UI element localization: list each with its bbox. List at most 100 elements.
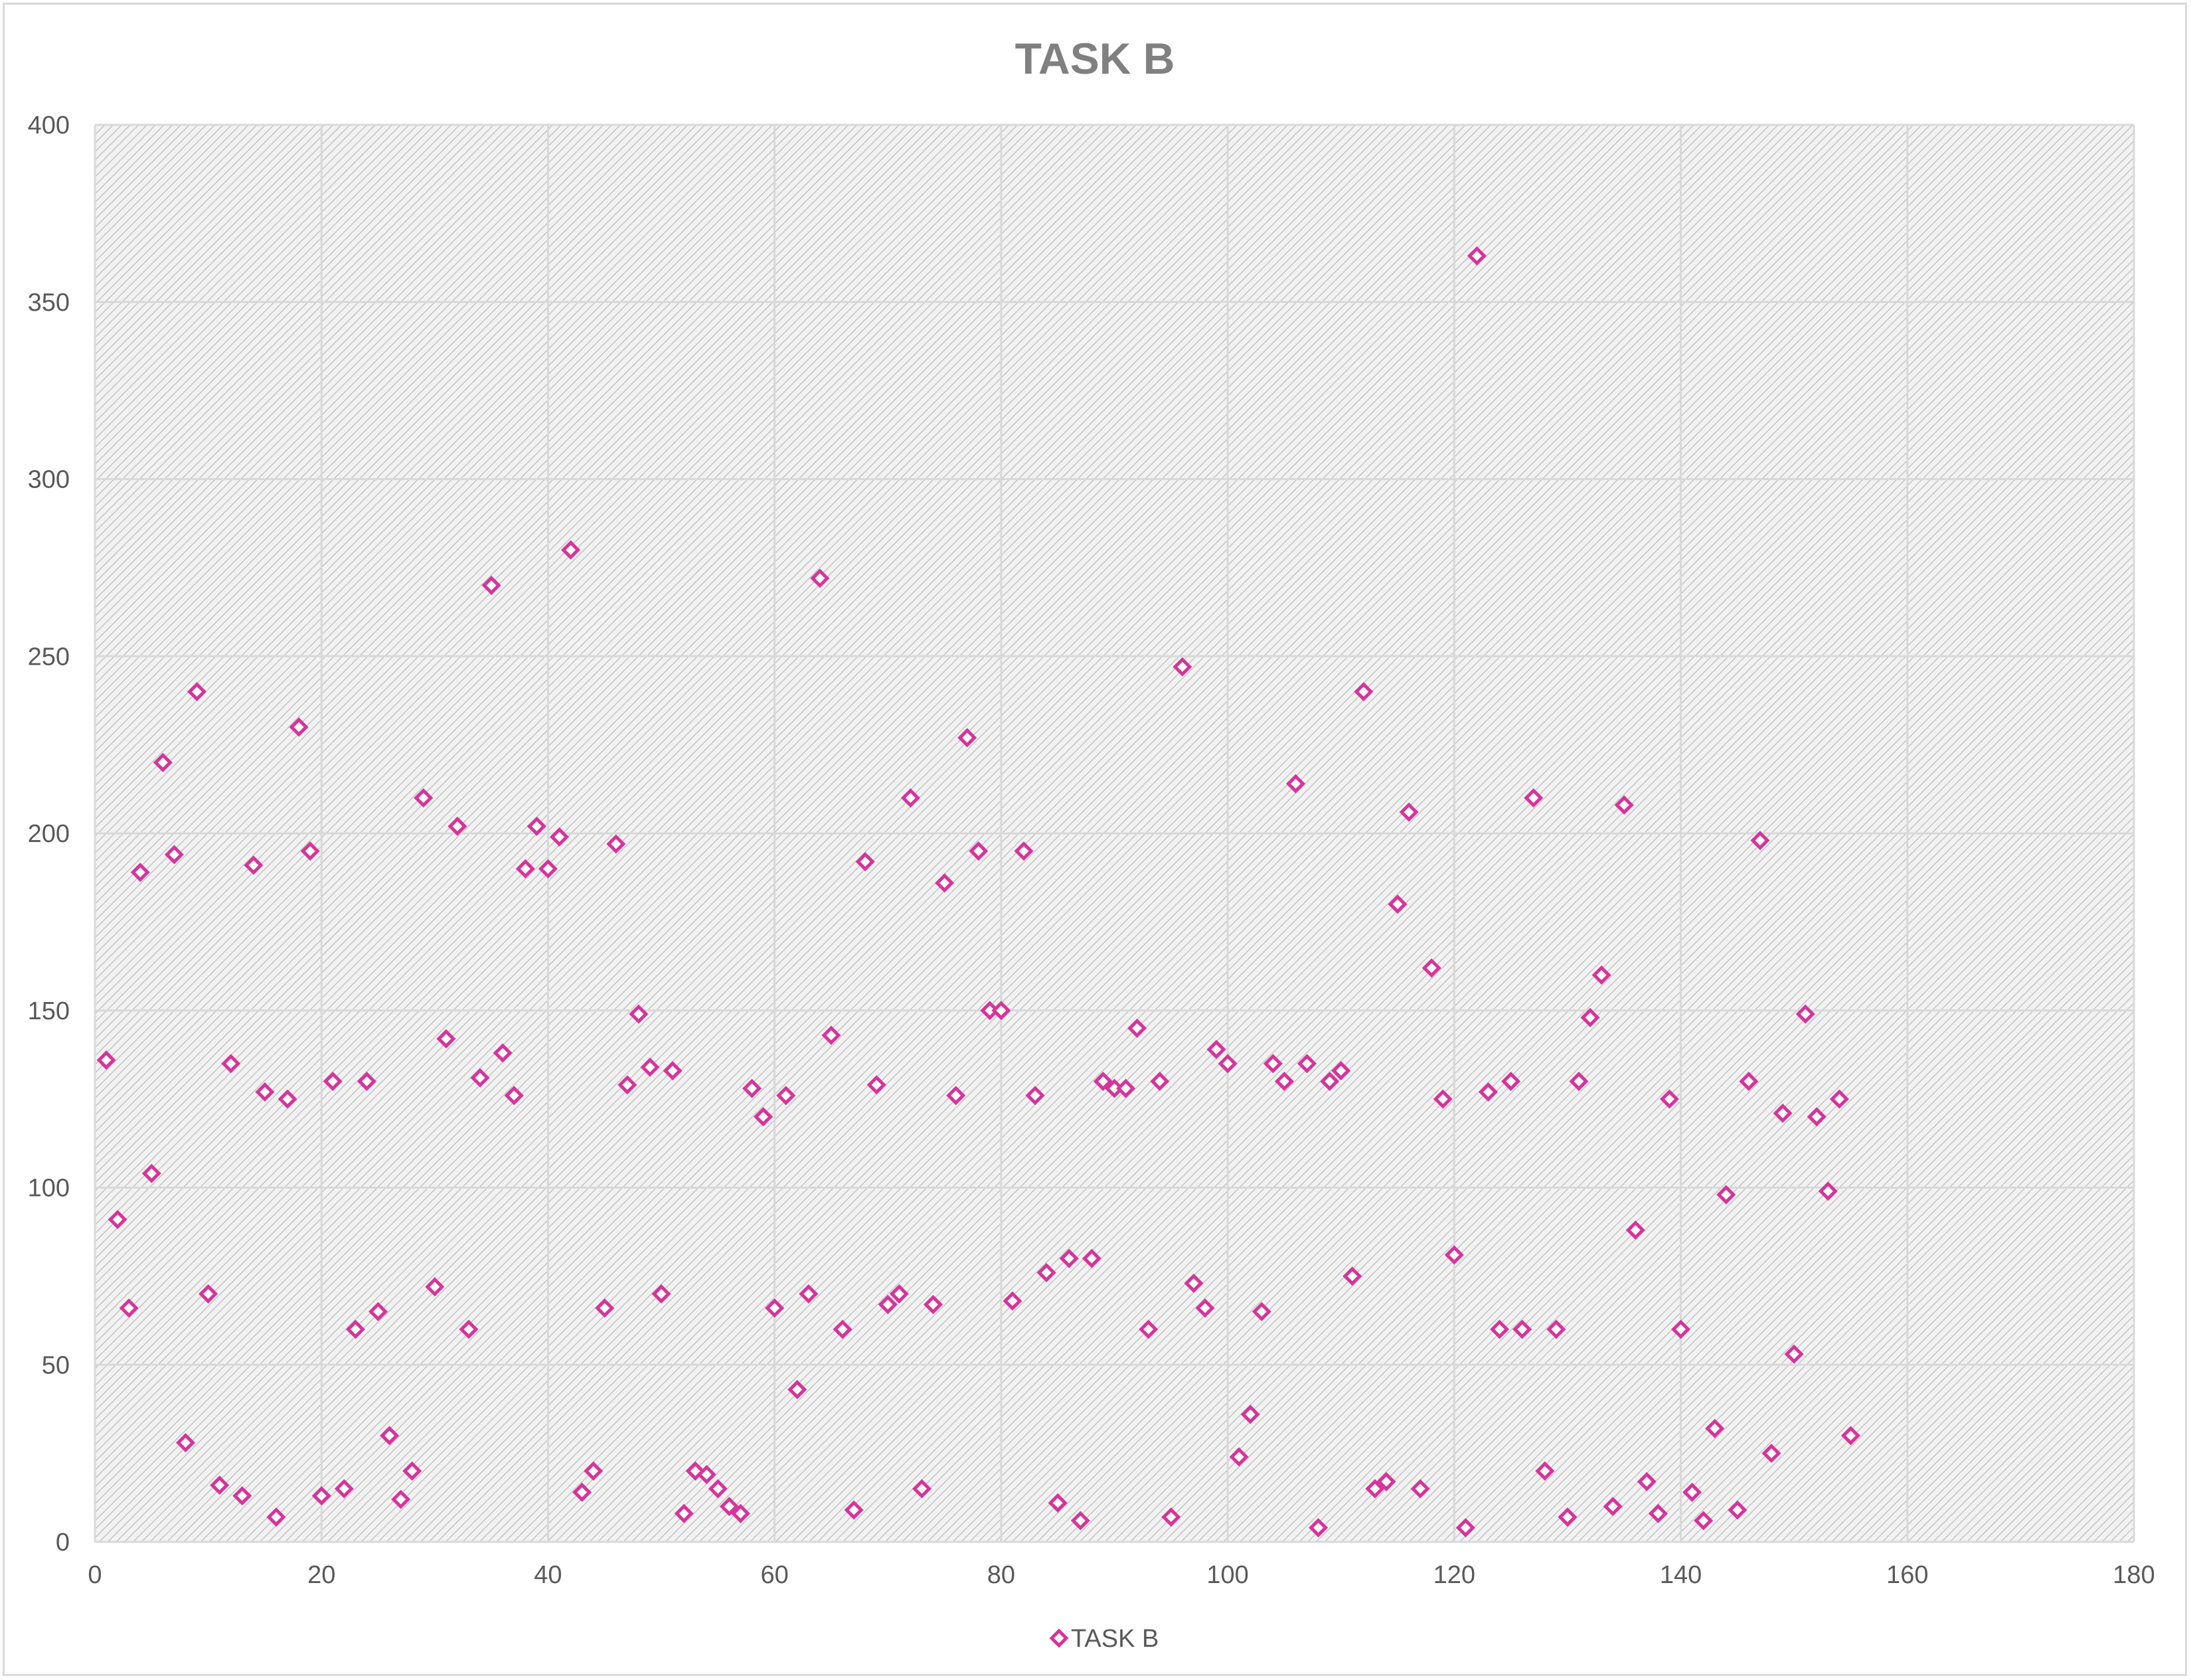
data-point <box>1546 1319 1566 1339</box>
data-point <box>1682 1482 1702 1502</box>
data-point <box>414 788 434 808</box>
data-point <box>1399 802 1419 822</box>
chart-area: TASK B 0 50 100 150 200 250 300 350 400 0 20 40 60 80… <box>3 3 2187 1676</box>
data-point <box>504 1086 524 1106</box>
x-tick-label: 120 <box>1433 1561 1475 1589</box>
data-point <box>436 1029 456 1049</box>
y-tick-label: 0 <box>56 1529 70 1556</box>
x-tick-label: 60 <box>761 1561 789 1589</box>
data-point <box>1433 1089 1453 1109</box>
data-point <box>1184 1274 1204 1294</box>
data-point <box>730 1503 751 1523</box>
data-point <box>606 834 626 854</box>
legend-label: TASK B <box>1071 1625 1159 1653</box>
data-point <box>1795 1004 1815 1024</box>
data-point <box>572 1482 592 1502</box>
data-point <box>244 855 264 875</box>
data-point <box>1274 1071 1294 1091</box>
data-point <box>187 682 207 702</box>
data-point <box>821 1025 841 1045</box>
x-tick-label: 80 <box>987 1561 1015 1589</box>
data-point <box>153 752 173 772</box>
data-point <box>1070 1511 1090 1531</box>
y-tick-label: 350 <box>28 289 70 317</box>
data-point <box>210 1475 230 1495</box>
data-point <box>1309 1518 1329 1538</box>
data-point <box>549 827 570 847</box>
data-point <box>855 852 875 872</box>
data-point <box>425 1277 445 1297</box>
data-point <box>900 788 920 808</box>
y-tick-label: 300 <box>28 466 70 494</box>
x-tick-label: 0 <box>88 1561 102 1589</box>
data-point <box>368 1302 388 1321</box>
data-point <box>1761 1444 1781 1464</box>
data-point <box>912 1479 932 1499</box>
data-point <box>1716 1185 1736 1205</box>
data-point <box>1161 1507 1181 1527</box>
data-point <box>1354 682 1374 702</box>
data-point <box>108 1209 127 1230</box>
data-point <box>1739 1071 1759 1091</box>
data-point <box>1003 1291 1022 1311</box>
data-point <box>119 1298 139 1318</box>
data-point <box>96 1050 116 1070</box>
data-point <box>1807 1107 1826 1127</box>
data-point <box>1728 1500 1747 1520</box>
data-point <box>538 859 558 879</box>
data-point <box>1014 841 1034 861</box>
y-tick-label: 400 <box>28 112 70 139</box>
data-point <box>459 1319 479 1339</box>
data-point <box>719 1497 739 1517</box>
data-point <box>1829 1089 1849 1109</box>
data-point <box>844 1500 864 1520</box>
x-tick-label: 160 <box>1886 1561 1928 1589</box>
data-point <box>799 1284 819 1304</box>
data-point <box>334 1479 354 1499</box>
x-tick-label: 40 <box>534 1561 562 1589</box>
data-point <box>1059 1248 1079 1268</box>
data-point <box>1093 1071 1113 1091</box>
data-point <box>1614 795 1634 815</box>
data-point <box>1331 1060 1351 1080</box>
data-point <box>391 1489 411 1509</box>
data-point <box>1535 1461 1555 1481</box>
data-point <box>584 1461 604 1481</box>
data-point <box>470 1068 490 1088</box>
data-point <box>357 1071 377 1091</box>
data-point <box>1671 1319 1691 1339</box>
data-point <box>380 1426 400 1446</box>
axis-tick-labels: 0 50 100 150 200 250 300 350 400 0 20 40 60 80 100 120 1… <box>28 112 2155 1589</box>
data-point <box>1252 1302 1271 1321</box>
data-point <box>141 1163 161 1183</box>
data-point <box>1784 1344 1804 1364</box>
data-point <box>674 1503 694 1523</box>
y-tick-label: 150 <box>28 997 70 1025</box>
data-point <box>787 1380 807 1400</box>
data-point <box>481 576 501 596</box>
data-point <box>1591 965 1611 985</box>
data-point <box>1139 1319 1159 1339</box>
data-point <box>1388 894 1408 914</box>
data-point <box>515 859 535 879</box>
data-point <box>629 1004 649 1024</box>
data-point <box>1240 1404 1260 1424</box>
data-point <box>1705 1418 1725 1438</box>
data-point <box>935 873 955 893</box>
data-point <box>232 1486 252 1506</box>
data-point <box>1750 831 1770 851</box>
y-tick-label: 250 <box>28 643 70 671</box>
data-point <box>1603 1497 1623 1517</box>
data-point <box>1773 1103 1793 1123</box>
data-point <box>1455 1518 1475 1538</box>
data-point <box>833 1319 852 1339</box>
data-point <box>1490 1319 1510 1339</box>
data-point <box>696 1465 716 1485</box>
data-point <box>685 1461 705 1481</box>
data-point <box>1173 657 1192 677</box>
data-point <box>1036 1263 1056 1283</box>
x-tick-label: 140 <box>1660 1561 1702 1589</box>
x-tick-label: 100 <box>1206 1561 1248 1589</box>
data-point <box>1648 1503 1668 1523</box>
data-point <box>754 1107 773 1127</box>
